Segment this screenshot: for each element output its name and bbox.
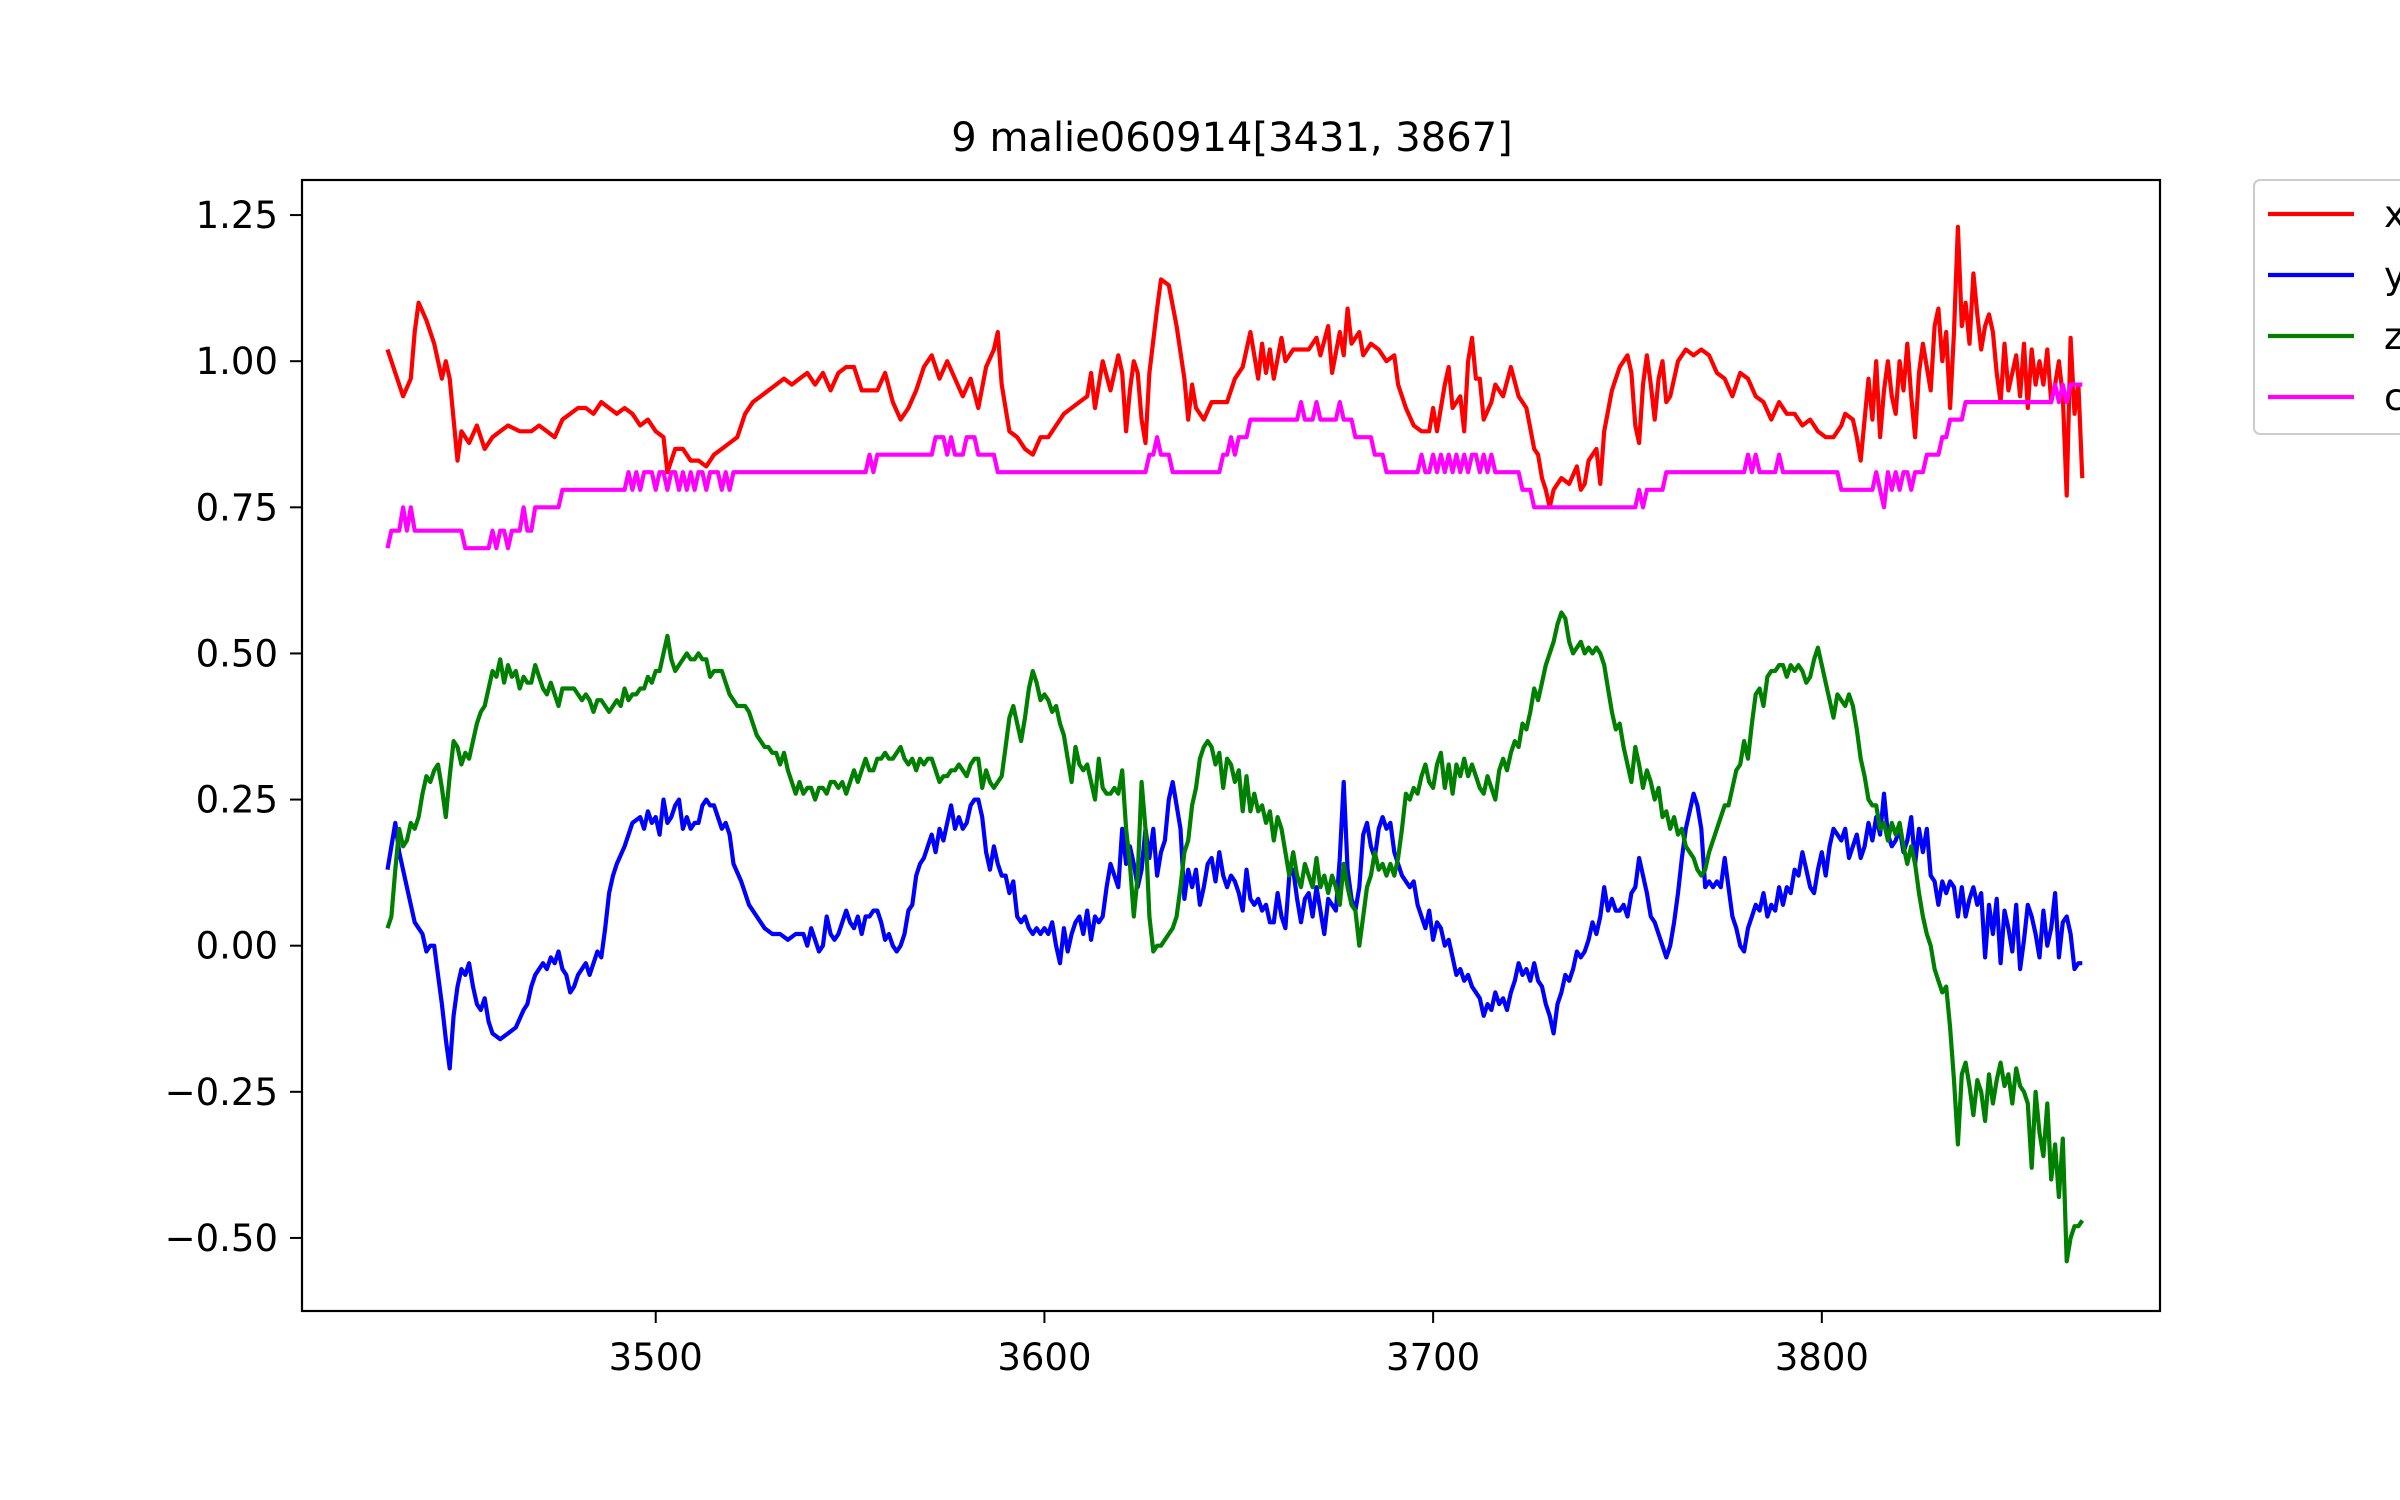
series-line-c [385, 382, 2083, 551]
y-tick-label: 0.25 [196, 779, 278, 822]
y-tick-label: −0.25 [165, 1071, 278, 1114]
series-line-y [385, 779, 2083, 1071]
legend-frame [2253, 179, 2400, 435]
legend-label-z: z [2384, 315, 2400, 358]
y-tick-label: 1.25 [196, 194, 278, 237]
series-layer [385, 224, 2085, 1264]
legend-label-y: y [2384, 254, 2400, 297]
y-tick-label: 0.00 [196, 925, 278, 968]
x-tick-label: 3500 [609, 1336, 703, 1379]
y-axis: −0.50 −0.25 0.00 0.25 0.50 0.75 1.00 1.25 [165, 194, 302, 1260]
legend-label-c: c [2384, 376, 2400, 419]
y-tick-label: 0.75 [196, 486, 278, 529]
x-tick-label: 3600 [997, 1336, 1091, 1379]
series-line-x [385, 224, 2085, 510]
x-tick-label: 3800 [1775, 1336, 1869, 1379]
legend-label-x: x [2384, 193, 2400, 236]
y-tick-label: −0.50 [165, 1217, 278, 1260]
series-line-z [385, 610, 2085, 1264]
plot-frame [300, 178, 2162, 1313]
y-tick-label: 0.50 [196, 632, 278, 675]
chart-title: 9 malie060914[3431, 3867] [951, 115, 1512, 161]
y-tick-label: 1.00 [196, 340, 278, 383]
x-tick-label: 3700 [1386, 1336, 1480, 1379]
x-axis: 3500 3600 3700 3800 [609, 1311, 1869, 1379]
